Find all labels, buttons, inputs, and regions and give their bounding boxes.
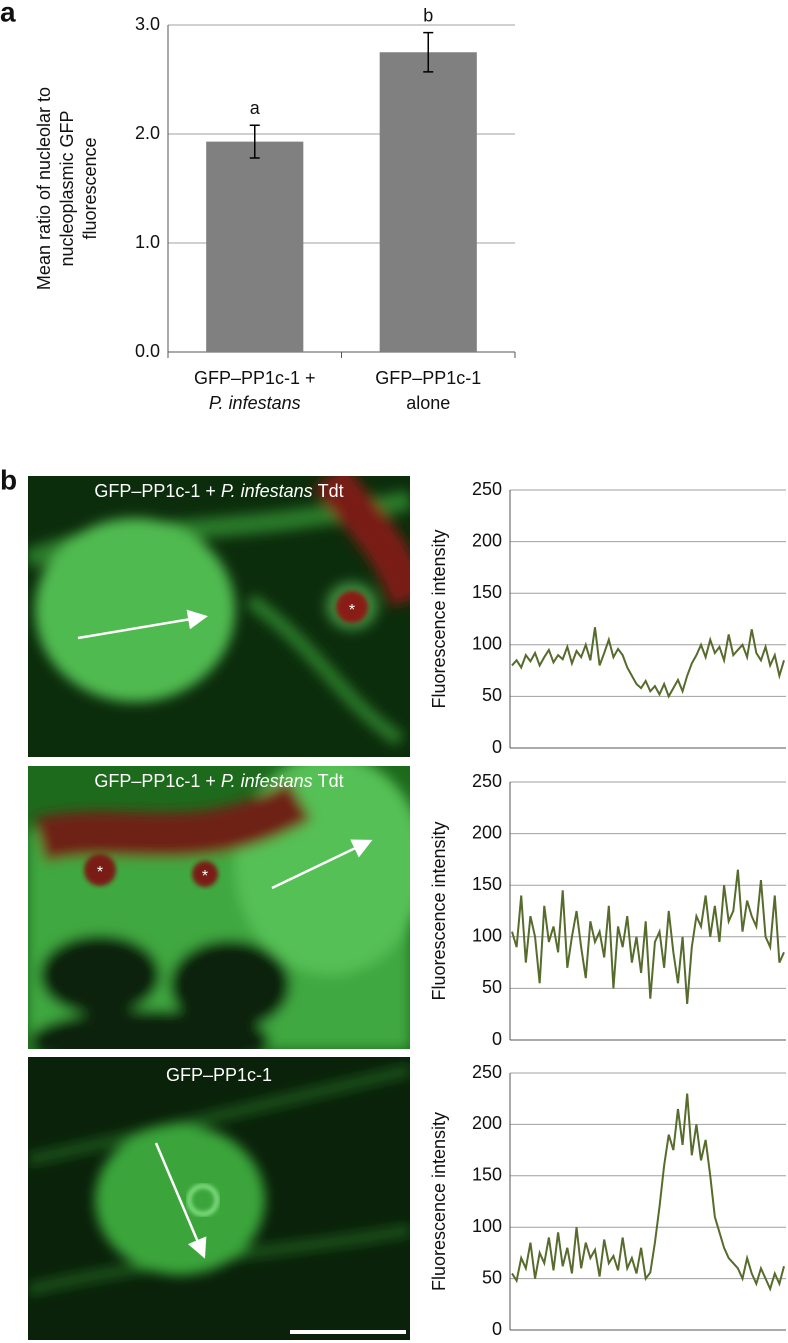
error-bar bbox=[249, 124, 260, 159]
y-tick-label: 1.0 bbox=[135, 232, 160, 252]
y-tick-label: 200 bbox=[472, 822, 502, 842]
y-tick-label: 150 bbox=[472, 874, 502, 894]
y-tick-label: 3.0 bbox=[135, 14, 160, 34]
caption-part: GFP–PP1c-1 + bbox=[94, 481, 216, 501]
annotation: b bbox=[423, 5, 433, 25]
y-tick-label: 250 bbox=[472, 1062, 502, 1082]
y-tick-label: 50 bbox=[482, 1267, 502, 1287]
x-tick-label: GFP–PP1c-1 bbox=[375, 368, 481, 388]
x-tick-label: GFP–PP1c-1 + bbox=[194, 368, 316, 388]
y-axis-label: fluorescence bbox=[80, 137, 100, 239]
micrograph bbox=[28, 476, 410, 757]
caption-part: P. infestans bbox=[221, 771, 313, 791]
y-tick-label: 0 bbox=[492, 737, 502, 757]
caption-part: Tdt bbox=[318, 481, 344, 501]
x-tick-label: P. infestans bbox=[209, 393, 301, 413]
y-tick-label: 50 bbox=[482, 685, 502, 705]
annotation: a bbox=[250, 98, 261, 118]
bar bbox=[206, 141, 304, 352]
y-tick-label: 250 bbox=[472, 479, 502, 499]
y-axis-label: nucleoplasmic GFP bbox=[57, 110, 77, 266]
micrograph bbox=[28, 1057, 410, 1340]
y-tick-label: 100 bbox=[472, 634, 502, 654]
x-tick-label: alone bbox=[406, 393, 450, 413]
y-axis-label: Fluorescence intensity bbox=[429, 529, 449, 708]
error-bar bbox=[423, 31, 434, 73]
y-tick-label: 200 bbox=[472, 1113, 502, 1133]
image-caption: GFP–PP1c-1 bbox=[166, 1065, 272, 1085]
y-tick-label: 100 bbox=[472, 926, 502, 946]
panel-label: b bbox=[0, 464, 17, 495]
y-tick-label: 0 bbox=[492, 1319, 502, 1339]
y-tick-label: 150 bbox=[472, 1165, 502, 1185]
image-caption: GFP–PP1c-1 + P. infestans Tdt bbox=[94, 481, 343, 501]
y-tick-label: 100 bbox=[472, 1216, 502, 1236]
caption-part: GFP–PP1c-1 bbox=[166, 1065, 272, 1085]
data-line bbox=[511, 627, 785, 699]
y-axis-label: Fluorescence intensity bbox=[429, 821, 449, 1000]
data-line bbox=[511, 1093, 785, 1292]
data-line bbox=[511, 869, 785, 1004]
caption-part: Tdt bbox=[318, 771, 344, 791]
asterisk: * bbox=[349, 602, 355, 619]
caption-part: P. infestans bbox=[221, 481, 313, 501]
y-axis-label: Fluorescence intensity bbox=[429, 1112, 449, 1291]
y-tick-label: 50 bbox=[482, 977, 502, 997]
y-tick-label: 200 bbox=[472, 530, 502, 550]
image-caption: GFP–PP1c-1 + P. infestans Tdt bbox=[94, 771, 343, 791]
y-tick-label: 0.0 bbox=[135, 341, 160, 361]
panel-label: a bbox=[0, 0, 16, 27]
y-tick-label: 150 bbox=[472, 582, 502, 602]
y-tick-label: 0 bbox=[492, 1029, 502, 1049]
asterisk: * bbox=[97, 864, 103, 881]
caption-part: GFP–PP1c-1 + bbox=[94, 771, 216, 791]
y-tick-label: 2.0 bbox=[135, 123, 160, 143]
y-tick-label: 250 bbox=[472, 771, 502, 791]
y-axis-label: Mean ratio of nucleolar to bbox=[34, 87, 54, 290]
bar bbox=[379, 52, 477, 352]
micrograph bbox=[28, 766, 410, 1049]
asterisk: * bbox=[202, 868, 208, 885]
